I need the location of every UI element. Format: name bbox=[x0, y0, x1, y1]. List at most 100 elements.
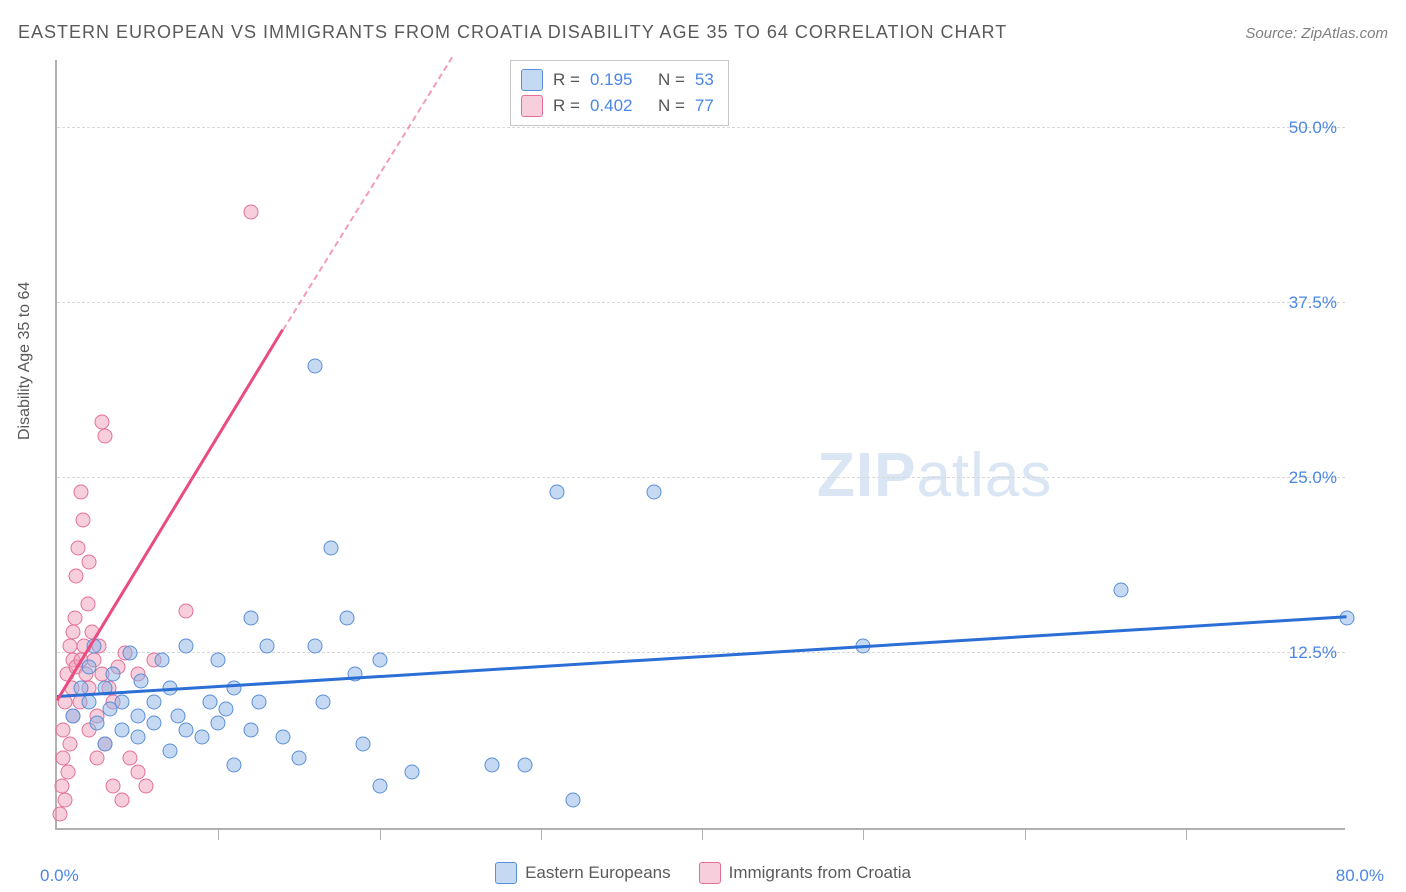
data-point bbox=[80, 597, 95, 612]
legend-row-pink: R = 0.402 N = 77 bbox=[521, 93, 714, 119]
x-tick bbox=[218, 828, 219, 840]
x-tick bbox=[1025, 828, 1026, 840]
data-point bbox=[54, 779, 69, 794]
data-point bbox=[251, 695, 266, 710]
data-point bbox=[133, 674, 148, 689]
data-point bbox=[549, 485, 564, 500]
data-point bbox=[372, 653, 387, 668]
data-point bbox=[291, 751, 306, 766]
x-tick bbox=[541, 828, 542, 840]
data-point bbox=[62, 639, 77, 654]
data-point bbox=[146, 695, 161, 710]
data-point bbox=[146, 716, 161, 731]
data-point bbox=[82, 695, 97, 710]
trend-line bbox=[282, 56, 453, 330]
data-point bbox=[243, 611, 258, 626]
swatch-blue-icon bbox=[495, 862, 517, 884]
data-point bbox=[130, 730, 145, 745]
data-point bbox=[82, 555, 97, 570]
data-point bbox=[130, 709, 145, 724]
data-point bbox=[211, 653, 226, 668]
y-tick-label: 25.0% bbox=[1289, 468, 1337, 488]
gridline bbox=[57, 302, 1345, 303]
trend-line bbox=[56, 329, 284, 702]
data-point bbox=[114, 723, 129, 738]
data-point bbox=[138, 779, 153, 794]
data-point bbox=[340, 611, 355, 626]
data-point bbox=[243, 723, 258, 738]
swatch-pink-icon bbox=[521, 95, 543, 117]
data-point bbox=[154, 653, 169, 668]
chart-plot-area: ZIPatlas R = 0.195 N = 53 R = 0.402 N = … bbox=[55, 60, 1345, 830]
data-point bbox=[90, 751, 105, 766]
data-point bbox=[211, 716, 226, 731]
data-point bbox=[485, 758, 500, 773]
data-point bbox=[170, 709, 185, 724]
gridline bbox=[57, 127, 1345, 128]
gridline bbox=[57, 477, 1345, 478]
data-point bbox=[114, 695, 129, 710]
data-point bbox=[122, 751, 137, 766]
legend-item-pink: Immigrants from Croatia bbox=[699, 862, 911, 884]
swatch-pink-icon bbox=[699, 862, 721, 884]
data-point bbox=[69, 569, 84, 584]
data-point bbox=[356, 737, 371, 752]
data-point bbox=[203, 695, 218, 710]
data-point bbox=[66, 709, 81, 724]
x-tick bbox=[702, 828, 703, 840]
y-tick-label: 37.5% bbox=[1289, 293, 1337, 313]
data-point bbox=[130, 765, 145, 780]
data-point bbox=[404, 765, 419, 780]
data-point bbox=[58, 793, 73, 808]
data-point bbox=[82, 660, 97, 675]
data-point bbox=[646, 485, 661, 500]
series-legend: Eastern Europeans Immigrants from Croati… bbox=[0, 862, 1406, 884]
data-point bbox=[67, 611, 82, 626]
data-point bbox=[66, 625, 81, 640]
data-point bbox=[275, 730, 290, 745]
data-point bbox=[70, 541, 85, 556]
data-point bbox=[259, 639, 274, 654]
data-point bbox=[566, 793, 581, 808]
source-label: Source: ZipAtlas.com bbox=[1245, 25, 1388, 42]
data-point bbox=[98, 737, 113, 752]
data-point bbox=[517, 758, 532, 773]
legend-item-blue: Eastern Europeans bbox=[495, 862, 671, 884]
data-point bbox=[95, 415, 110, 430]
x-tick bbox=[380, 828, 381, 840]
data-point bbox=[372, 779, 387, 794]
data-point bbox=[179, 639, 194, 654]
legend-row-blue: R = 0.195 N = 53 bbox=[521, 67, 714, 93]
data-point bbox=[122, 646, 137, 661]
data-point bbox=[74, 485, 89, 500]
data-point bbox=[219, 702, 234, 717]
data-point bbox=[227, 758, 242, 773]
data-point bbox=[308, 639, 323, 654]
data-point bbox=[62, 737, 77, 752]
data-point bbox=[56, 723, 71, 738]
data-point bbox=[243, 205, 258, 220]
data-point bbox=[106, 667, 121, 682]
title-bar: EASTERN EUROPEAN VS IMMIGRANTS FROM CROA… bbox=[18, 22, 1388, 43]
data-point bbox=[179, 723, 194, 738]
data-point bbox=[90, 716, 105, 731]
gridline bbox=[57, 652, 1345, 653]
chart-title: EASTERN EUROPEAN VS IMMIGRANTS FROM CROA… bbox=[18, 22, 1007, 43]
data-point bbox=[75, 513, 90, 528]
data-point bbox=[56, 751, 71, 766]
data-point bbox=[316, 695, 331, 710]
data-point bbox=[308, 359, 323, 374]
data-point bbox=[106, 779, 121, 794]
trend-line bbox=[57, 615, 1347, 698]
swatch-blue-icon bbox=[521, 69, 543, 91]
data-point bbox=[179, 604, 194, 619]
data-point bbox=[1114, 583, 1129, 598]
watermark: ZIPatlas bbox=[817, 440, 1052, 511]
y-tick-label: 12.5% bbox=[1289, 643, 1337, 663]
x-tick bbox=[863, 828, 864, 840]
data-point bbox=[324, 541, 339, 556]
data-point bbox=[162, 744, 177, 759]
correlation-legend: R = 0.195 N = 53 R = 0.402 N = 77 bbox=[510, 60, 729, 126]
data-point bbox=[61, 765, 76, 780]
data-point bbox=[114, 793, 129, 808]
